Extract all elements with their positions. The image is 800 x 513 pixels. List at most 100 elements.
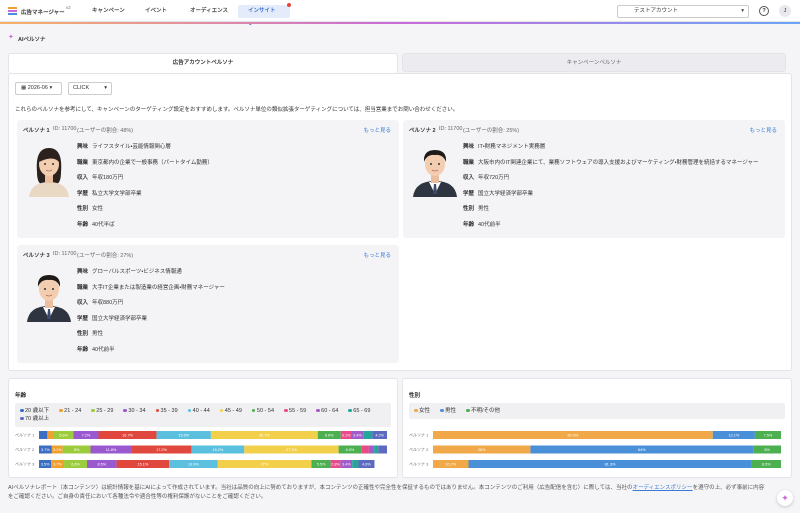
bar-segment xyxy=(131,445,192,454)
bar-segment xyxy=(338,445,362,454)
tab[interactable]: キャンペーンペルソナ xyxy=(402,53,786,72)
legend-label: 35 - 39 xyxy=(160,408,178,414)
nav-item[interactable]: イベント xyxy=(145,8,168,14)
persona-card: ペルソナ 1 ID: 11700 (ユーザーの割合: 48%) もっと見る 興味 ライフス… xyxy=(17,120,399,238)
value-label: 5.5% xyxy=(317,463,326,467)
value-label: 27% xyxy=(261,463,269,467)
bar-segment xyxy=(363,431,373,439)
bar-segment xyxy=(712,431,755,439)
legend-dot xyxy=(284,408,288,412)
field-value: 国立大学経済学部卒業 xyxy=(92,315,148,322)
bar-segment xyxy=(751,460,781,468)
legend: 女性 男性 不明/その他 xyxy=(409,403,785,419)
bar-segment xyxy=(374,445,379,454)
bar-segment xyxy=(433,431,713,439)
bar-segment xyxy=(754,431,781,439)
field-value: 東京都内の企業で一般事務（パートタイム勤務） xyxy=(92,159,213,166)
neck xyxy=(45,297,53,308)
bar-segment xyxy=(330,460,341,468)
value-label: 8% xyxy=(74,448,80,452)
help-button[interactable]: ? xyxy=(759,6,769,16)
disclaimer-text: を遵守の上、必ず事前に内容をご確認ください。ご自身の責任において各種法令や適合性… xyxy=(8,485,765,500)
bar-segment xyxy=(47,431,54,439)
legend-label: 不明/その他 xyxy=(471,408,501,414)
bar-segment xyxy=(39,445,52,454)
age-chart-card: 年齢 20 歳以下 21 - 24 25 - 29 30 - 34 35 - 39 40 -… xyxy=(8,378,398,478)
field-label: 収入 xyxy=(77,300,89,306)
metric: CLICK xyxy=(73,85,90,91)
chart-title: 性別 xyxy=(409,393,421,399)
bar-segment xyxy=(351,431,364,439)
more-link[interactable]: もっと見る xyxy=(749,128,777,134)
body xyxy=(29,182,69,197)
row-label: ペルソナ 3 xyxy=(15,461,35,467)
legend-label: 45 - 49 xyxy=(224,408,242,414)
bar-segment xyxy=(361,445,369,454)
bar-segment xyxy=(116,460,170,468)
disclaimer-text: AIペルソナレポート（本コンテンツ）は統計情報を基にAIによって作成されています… xyxy=(8,485,633,491)
more-link[interactable]: もっと見る xyxy=(363,253,391,259)
field-value: 40代半ば xyxy=(92,221,115,228)
value-label: 81.3% xyxy=(605,463,616,467)
persona-avatar xyxy=(29,148,69,197)
field-value: 男性 xyxy=(478,206,490,212)
avatar[interactable]: J xyxy=(779,5,791,17)
value-label: 8.5% xyxy=(762,463,771,467)
eye xyxy=(438,163,440,165)
legend-item: 55 - 59 xyxy=(284,408,311,414)
bar-segment xyxy=(62,445,91,454)
row-label: ペルソナ 2 xyxy=(15,446,35,452)
value-label: 4.2% xyxy=(375,434,384,438)
logo-icon xyxy=(8,7,17,15)
bar-segment xyxy=(433,445,531,454)
month-picker[interactable]: ▦ 2026-06 ▾ xyxy=(15,82,62,95)
persona-share: (ユーザーの割合: 27%) xyxy=(77,253,134,259)
persona-share: (ユーザーの割合: 25%) xyxy=(463,128,520,134)
hair-top xyxy=(37,275,61,287)
field-label: 学歴 xyxy=(77,190,89,197)
bar-segment xyxy=(87,460,117,468)
hair-top xyxy=(423,150,447,162)
legend-label: 40 - 44 xyxy=(192,408,210,414)
field-label: 年齢 xyxy=(77,346,89,353)
field-label: 職業 xyxy=(77,159,89,166)
legend-item: 女性 xyxy=(414,408,435,414)
legend: 20 歳以下 21 - 24 25 - 29 30 - 34 35 - 39 40 - 4… xyxy=(15,403,391,427)
persona-card: ペルソナ 3 ID: 11700 (ユーザーの割合: 27%) もっと見る 興味 グローバ… xyxy=(17,245,399,363)
nav-item-active[interactable]: インサイト ⌄ xyxy=(238,5,290,27)
nav-item[interactable]: オーディエンス xyxy=(190,8,229,14)
logo[interactable]: 広告マネージャー xyxy=(21,10,65,16)
value-label: 6.6% xyxy=(71,463,80,467)
legend-dot xyxy=(91,408,95,412)
field-label: 収入 xyxy=(463,175,475,181)
bar-segment xyxy=(210,431,318,439)
value-label: 11.8% xyxy=(106,448,117,452)
bar-segment xyxy=(244,445,339,454)
nav-item[interactable]: キャンペーン xyxy=(92,8,125,14)
value-label: 6.5% xyxy=(346,448,355,452)
value-label: 7.2% xyxy=(82,434,91,438)
legend-item: 男性 xyxy=(440,408,461,414)
bar-segment xyxy=(372,431,387,439)
more-link[interactable]: もっと見る xyxy=(363,128,391,134)
hair-top xyxy=(39,150,59,162)
field-value: 年収180万円 xyxy=(92,175,124,181)
value-label: 7.5% xyxy=(764,434,773,438)
legend-item: 20 歳以下 xyxy=(20,408,54,414)
legend-label: 25 - 29 xyxy=(96,408,114,414)
bar-segment xyxy=(352,460,359,468)
value-label: 3.7% xyxy=(53,463,62,467)
policy-link[interactable]: オーディエンスポリシー xyxy=(632,485,693,491)
value-label: 12.1% xyxy=(728,434,739,438)
tab-active[interactable]: 広告アカウントペルソナ xyxy=(8,53,398,73)
value-label: 5.6% xyxy=(59,434,68,438)
bar-segment xyxy=(169,460,218,468)
value-label: 27.1% xyxy=(286,448,297,452)
ai-assistant-button[interactable]: ✦ xyxy=(777,490,793,506)
field-label: 性別 xyxy=(77,206,89,212)
metric-select[interactable]: CLICK ▾ xyxy=(68,82,112,95)
account-select[interactable]: テストアカウント ▾ xyxy=(617,5,749,18)
field-value: ライフスタイル・芸能情報関心層 xyxy=(92,144,171,150)
field-label: 職業 xyxy=(463,159,475,166)
